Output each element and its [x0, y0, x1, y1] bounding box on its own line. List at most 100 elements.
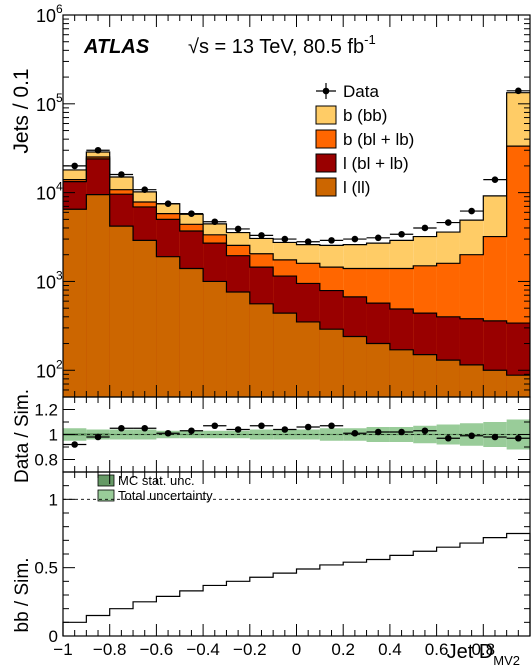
bb-fraction-step-line	[62, 532, 531, 636]
bb-frame	[62, 471, 531, 637]
ratio-legend-entry: Total uncertainty	[97, 488, 213, 503]
stacked-histogram	[63, 92, 530, 397]
stack-bar	[506, 375, 530, 397]
stack-bar	[366, 343, 390, 397]
ratio-panel-data-sim: 0.8 1 1.2 Data / Sim. MC stat. unc.Total u…	[12, 389, 531, 503]
legend-entry: b (bb)	[315, 105, 387, 125]
bb-y-tick-label: 0.5	[34, 559, 58, 578]
data-point	[328, 237, 335, 244]
stack-bar	[296, 321, 320, 397]
x-tick-labels: −1 −0.8 −0.6 −0.4 −0.2 0 0.2 0.4 0.6 0.8	[53, 640, 495, 659]
data-point	[398, 230, 405, 238]
data-point	[258, 232, 265, 239]
x-tick-label: 0	[292, 640, 301, 659]
ratio-point	[281, 426, 289, 433]
legend-swatch	[315, 153, 337, 173]
x-tick-label: −1	[53, 640, 72, 659]
x-tick-label: 0.8	[471, 640, 495, 659]
legend-swatch	[315, 129, 337, 149]
stack-bar	[273, 313, 297, 397]
ratio-point	[304, 423, 312, 431]
y-tick-label-base: 10	[36, 184, 56, 204]
legend-label: b (bl + lb)	[343, 130, 414, 149]
stack-bar	[179, 268, 204, 397]
ratio-point	[94, 433, 102, 441]
ratio-point	[71, 441, 78, 448]
stack-bar	[133, 240, 157, 397]
y-tick-label: 105	[36, 91, 63, 115]
ratio-point	[164, 429, 172, 437]
stack-bar	[203, 281, 227, 397]
legend-entry: l (bl + lb)	[315, 153, 409, 173]
bb-y-tick-label: 0	[49, 627, 58, 646]
data-point	[141, 186, 149, 193]
x-axis-label-text: Jet D	[447, 641, 494, 663]
ratio-point	[444, 434, 452, 442]
data-point	[421, 224, 429, 232]
mc-stat-uncertainty-bin	[319, 433, 344, 436]
ratio-point	[468, 432, 475, 440]
data-point	[374, 234, 382, 242]
ratio-point	[374, 428, 382, 436]
stack-bar	[483, 370, 507, 397]
y-tick-label-exponent: 4	[56, 180, 63, 194]
ratio-point	[328, 422, 335, 430]
y-tick-label-base: 10	[36, 361, 56, 381]
x-tick-label: 0.2	[331, 640, 355, 659]
data-points	[63, 87, 530, 246]
x-tick-label: 0.4	[378, 640, 402, 659]
data-point	[281, 235, 289, 243]
data-point	[211, 218, 219, 226]
stack-bar	[226, 292, 250, 397]
legend-label: b (bb)	[343, 106, 387, 125]
legend-entry: l (ll)	[315, 177, 370, 197]
ratio-point	[351, 429, 359, 437]
ratio-point	[491, 433, 499, 441]
data-point	[118, 171, 125, 178]
y-tick-label-exponent: 3	[56, 268, 63, 282]
mc-stat-uncertainty-bin	[133, 433, 157, 436]
legend-swatch	[315, 177, 337, 197]
ratio-x-ticks	[62, 397, 531, 472]
data-point	[515, 87, 522, 95]
energy-lumi-label: √s = 13 TeV, 80.5 fb-1	[188, 32, 376, 58]
ratio-point	[421, 427, 429, 435]
y-tick-label-base: 10	[36, 6, 56, 26]
data-point	[164, 200, 172, 208]
y-tick-label-base: 10	[36, 95, 56, 115]
ratio-y-axis-label: Data / Sim.	[12, 389, 33, 483]
legend-marker-point	[322, 87, 330, 95]
ratio-point	[118, 424, 125, 432]
stack-bar	[156, 256, 180, 397]
legend-label: l (ll)	[343, 178, 370, 197]
x-tick-label: 0.6	[425, 640, 449, 659]
ratio-legend-swatch	[97, 474, 115, 487]
bb-x-ticks	[62, 472, 531, 636]
legend-label: Data	[343, 82, 379, 101]
stack-outline	[63, 145, 530, 270]
stack-bar	[249, 303, 274, 397]
x-tick-label: −0.4	[186, 640, 220, 659]
ratio-point	[211, 422, 219, 430]
data-point	[304, 238, 312, 246]
y-tick-label: 106	[36, 2, 63, 26]
stack-bar	[436, 360, 460, 397]
data-point	[94, 146, 102, 154]
legend-entry: b (bl + lb)	[315, 129, 414, 149]
energy-label-text: √s = 13 TeV, 80.5 fb	[188, 36, 364, 58]
ratio-point	[398, 428, 405, 436]
y-tick-label-exponent: 5	[56, 91, 63, 105]
stack-series-l-ll	[63, 194, 530, 397]
legend-label: l (bl + lb)	[343, 154, 409, 173]
bb-y-axis-label: bb / Sim.	[12, 558, 33, 633]
data-point	[468, 207, 475, 215]
y-tick-label-base: 10	[36, 272, 56, 292]
ratio-panel-bb-sim: 0 0.5 1 bb / Sim. −1 −0.8 −0.6 −0.4 −0.2 0 0.2 0.…	[12, 471, 531, 668]
bb-y-tick-label: 1	[49, 490, 58, 509]
ratio-point	[141, 424, 149, 432]
ratio-y-tick-label: 1	[49, 426, 58, 445]
ratio-point	[234, 426, 242, 433]
